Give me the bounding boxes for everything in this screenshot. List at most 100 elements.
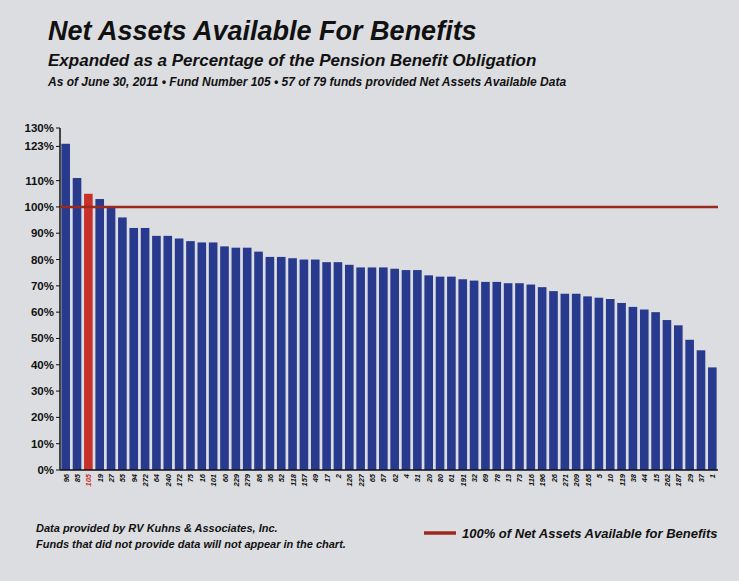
bar [674, 325, 683, 470]
bar [515, 283, 524, 470]
y-tick-label: 100% [25, 201, 54, 213]
x-tick-label: 116 [527, 473, 536, 486]
x-tick-label: 36 [266, 473, 275, 482]
bar [481, 282, 490, 470]
x-tick-label: 29 [686, 473, 695, 483]
x-tick-label: 62 [391, 473, 400, 482]
bar [300, 260, 309, 470]
x-tick-label: 13 [504, 473, 513, 482]
x-tick-label: 119 [618, 473, 627, 486]
bar [685, 340, 694, 470]
bar [175, 238, 184, 470]
y-axis [59, 128, 61, 470]
bar [458, 279, 467, 470]
x-tick-label: 272 [141, 473, 150, 487]
bar [107, 207, 116, 470]
x-tick-label: 60 [221, 473, 230, 482]
y-tick-label: 30% [31, 385, 54, 397]
x-axis [60, 469, 718, 471]
bar [606, 299, 615, 470]
bar [232, 248, 241, 470]
x-tick-label: 49 [311, 473, 320, 483]
bar [617, 303, 626, 470]
x-tick-label: 271 [561, 474, 570, 488]
note: Data provided by RV Kuhns & Associates, … [36, 522, 278, 534]
x-tick-label: 227 [357, 473, 366, 487]
bar [95, 199, 104, 470]
bar [629, 307, 638, 470]
bar [209, 242, 218, 470]
background [0, 0, 739, 581]
x-tick-label: 16 [198, 473, 207, 482]
x-tick-label: 279 [243, 473, 252, 487]
bar [583, 296, 592, 470]
bar [708, 367, 717, 470]
x-tick-label: 27 [107, 473, 116, 483]
bar [424, 275, 433, 470]
x-tick-label: 157 [300, 473, 309, 486]
bar [254, 252, 263, 470]
y-tick-label: 110% [25, 175, 54, 187]
x-tick-label: 57 [379, 473, 388, 482]
x-tick-label: 78 [493, 473, 502, 482]
bar [447, 277, 456, 470]
bar [436, 277, 445, 470]
bar [549, 291, 558, 470]
x-tick-label: 172 [175, 473, 184, 486]
y-tick-label: 130% [25, 122, 54, 134]
bar [277, 257, 286, 470]
x-tick-label: 262 [663, 473, 672, 487]
x-tick-label: 5 [595, 473, 604, 478]
x-tick-label: 105 [84, 473, 93, 486]
bar [561, 294, 570, 470]
x-tick-label: 229 [232, 473, 241, 487]
x-tick-label: 17 [323, 473, 332, 482]
bar [220, 246, 229, 470]
chart: Net Assets Available For BenefitsExpande… [0, 0, 739, 581]
bar [697, 350, 706, 470]
x-tick-label: 20 [425, 473, 434, 483]
x-tick-label: 80 [436, 473, 445, 482]
bar [595, 298, 604, 470]
x-tick-label: 165 [584, 473, 593, 486]
bar [186, 241, 195, 470]
bar [379, 267, 388, 470]
x-tick-label: 15 [652, 473, 661, 482]
bar [640, 310, 649, 470]
x-tick-label: 10 [606, 473, 615, 482]
x-tick-label: 209 [572, 473, 581, 487]
bar [504, 283, 513, 470]
legend-label: 100% of Net Assets Available for Benefit… [462, 526, 718, 541]
bar [334, 262, 343, 470]
bar [651, 312, 660, 470]
x-tick-label: 31 [413, 474, 422, 482]
x-tick-label: 26 [550, 473, 559, 483]
reference-line [60, 206, 718, 209]
bar [538, 287, 547, 470]
y-tick-label: 20% [31, 411, 54, 423]
x-tick-label: 85 [73, 473, 82, 482]
x-tick-label: 126 [345, 473, 354, 486]
bar [526, 285, 535, 470]
x-tick-label: 240 [164, 473, 173, 487]
x-tick-label: 96 [62, 473, 71, 482]
y-tick-label: 50% [31, 332, 54, 344]
x-tick-label: 65 [368, 473, 377, 482]
bar [311, 260, 320, 470]
x-tick-label: 86 [255, 473, 264, 482]
x-tick-label: 187 [674, 473, 683, 486]
bars [61, 144, 716, 470]
x-tick-label: 19 [96, 473, 105, 482]
y-tick-label: 90% [31, 227, 54, 239]
y-tick-label: 0% [37, 464, 54, 476]
x-tick-label: 118 [289, 473, 298, 486]
x-tick-label: 94 [130, 473, 139, 482]
bar [141, 228, 150, 470]
x-tick-label: 44 [640, 473, 649, 483]
x-tick-label: 38 [629, 473, 638, 482]
bar [402, 270, 411, 470]
bar [413, 270, 422, 470]
y-tick-label: 123% [25, 140, 54, 152]
bar [118, 217, 127, 470]
bar [243, 248, 252, 470]
